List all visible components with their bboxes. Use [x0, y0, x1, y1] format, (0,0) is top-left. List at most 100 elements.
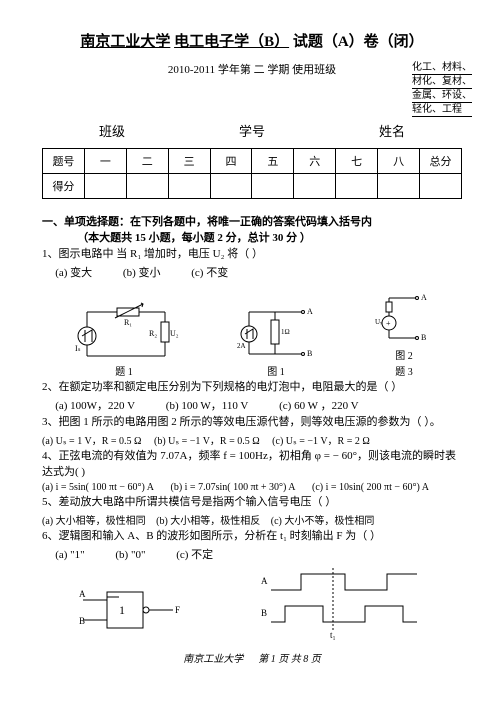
- td: [84, 174, 126, 199]
- th: 七: [336, 149, 378, 174]
- q6-opt-c: (c) 不定: [176, 546, 213, 562]
- q1-options: (a) 变大 (b) 变小 (c) 不变: [55, 264, 462, 280]
- svg-text:B: B: [79, 616, 85, 626]
- section-title: 一、单项选择题：在下列各题中，将唯一正确的答案代码填入括号内: [42, 216, 372, 228]
- td: [252, 174, 294, 199]
- q6-opt-a: (a) "1": [55, 549, 84, 561]
- svg-text:A: A: [307, 307, 313, 316]
- section-subtitle: （本大题共 15 小题，每小题 2 分，总计 30 分 ）: [77, 229, 462, 245]
- q3-opt-c: (c) Uₛ = −1 V，R = 2 Ω: [272, 432, 370, 447]
- page-footer: 南京工业大学 第 1 页 共 8 页: [42, 650, 462, 665]
- svg-text:A: A: [79, 589, 86, 599]
- q3-options: (a) Uₛ = 1 V，R = 0.5 Ω (b) Uₛ = −1 V，R =…: [42, 432, 462, 447]
- svg-text:+: +: [386, 319, 391, 328]
- q1-opt-c: (c) 不变: [191, 264, 228, 280]
- wave-fig: A B t₁: [257, 566, 427, 640]
- q6-options: (a) "1" (b) "0" (c) 不定: [55, 546, 462, 562]
- label-name: 姓名: [379, 121, 405, 140]
- q2-opt-a: (a) 100W，220 V: [55, 397, 135, 413]
- svg-text:Uₛ: Uₛ: [375, 318, 383, 326]
- q4-opt-a: (a) i = 5sin( 100 πt − 60°) A: [42, 482, 154, 493]
- section-heading: 一、单项选择题：在下列各题中，将唯一正确的答案代码填入括号内 （本大题共 15 …: [42, 213, 462, 245]
- svg-text:1: 1: [119, 603, 125, 617]
- svg-text:R₁: R₁: [124, 318, 132, 327]
- q3-text: 3、把图 1 所示的电路用图 2 所示的等效电压源代替，则等效电压源的参数为（ …: [42, 415, 462, 431]
- fig2: 2A 1Ω A B 图 1: [233, 300, 319, 378]
- q1-opt-a: (a) 变大: [55, 264, 92, 280]
- th: 一: [84, 149, 126, 174]
- q2-text: 2、在额定功率和额定电压分别为下列规格的电灯泡中，电阻最大的是（ ）: [42, 380, 462, 396]
- gate-fig: 1 A B F: [77, 580, 187, 640]
- class-item: 材化、复材、: [412, 75, 472, 89]
- fig2-cap: 图 1: [233, 363, 319, 378]
- fig1: Iₛ R₁ R₂ U₂ 题 1: [69, 300, 179, 378]
- class-item: 轻化、工程: [412, 103, 472, 117]
- q2-opt-b: (b) 100 W，110 V: [166, 397, 249, 413]
- td: [378, 174, 420, 199]
- q3-opt-a: (a) Uₛ = 1 V，R = 0.5 Ω: [42, 432, 141, 447]
- fig3: + A B Uₛ 图 2 题 3: [373, 284, 435, 378]
- table-row: 题号 一 二 三 四 五 六 七 八 总分: [43, 149, 462, 174]
- td: [336, 174, 378, 199]
- q1-text: 1、图示电路中 当 R₁ 增加时，电压 U₂ 将（ ）: [42, 247, 462, 263]
- th: 六: [294, 149, 336, 174]
- paper-title: 试题（A）卷（闭）: [293, 34, 424, 50]
- fig1-cap: 题 1: [69, 363, 179, 378]
- footer-left: 南京工业大学: [183, 654, 243, 665]
- svg-text:R₂: R₂: [149, 329, 157, 338]
- q1-opt-b: (b) 变小: [123, 264, 161, 280]
- svg-text:1Ω: 1Ω: [281, 328, 290, 336]
- subtitle-row: 2010-2011 学年第 二 学期 使用班级 化工、材料、 材化、复材、 金属…: [42, 61, 462, 117]
- page-title: 南京工业大学 电工电子学（B） 试题（A）卷（闭）: [42, 30, 462, 51]
- course-name: 电工电子学（B）: [174, 34, 289, 50]
- svg-text:B: B: [307, 349, 312, 358]
- q3-opt-b: (b) Uₛ = −1 V，R = 0.5 Ω: [154, 432, 260, 447]
- svg-text:Iₛ: Iₛ: [75, 344, 81, 353]
- q5-text: 5、差动放大电路中所谓共模信号是指两个输入信号电压（ ）: [42, 495, 462, 511]
- class-item: 金属、环设、: [412, 89, 472, 103]
- q5-opt-b: (b) 大小相等，极性相反: [156, 512, 260, 527]
- svg-text:t₁: t₁: [330, 630, 336, 640]
- td: [126, 174, 168, 199]
- svg-text:F: F: [175, 605, 180, 615]
- id-row: 班级 学号 姓名: [42, 121, 462, 140]
- page: 南京工业大学 电工电子学（B） 试题（A）卷（闭） 2010-2011 学年第 …: [0, 0, 504, 683]
- q5-opt-a: (a) 大小相等，极性相同: [42, 512, 146, 527]
- q4-opt-b: (b) i = 7.07sin( 100 πt + 30°) A: [170, 482, 295, 493]
- svg-text:2A: 2A: [237, 342, 246, 350]
- td: [168, 174, 210, 199]
- th: 二: [126, 149, 168, 174]
- td: [210, 174, 252, 199]
- label-id: 学号: [239, 121, 265, 140]
- th: 八: [378, 149, 420, 174]
- td-label: 得分: [43, 174, 85, 199]
- table-row: 得分: [43, 174, 462, 199]
- td: [420, 174, 462, 199]
- q2-options: (a) 100W，220 V (b) 100 W，110 V (c) 60 W …: [55, 397, 462, 413]
- class-list: 化工、材料、 材化、复材、 金属、环设、 轻化、工程: [412, 61, 472, 117]
- q5-options: (a) 大小相等，极性相同 (b) 大小相等，极性相反 (c) 大小不等，极性相…: [42, 512, 462, 527]
- figure-row-2: 1 A B F A B t₁: [42, 566, 462, 640]
- svg-text:A: A: [261, 576, 268, 586]
- svg-text:U₂: U₂: [170, 329, 179, 338]
- th: 三: [168, 149, 210, 174]
- q4-opt-c: (c) i = 10sin( 200 πt − 60°) A: [312, 482, 429, 493]
- label-class: 班级: [99, 121, 125, 140]
- q5-opt-c: (c) 大小不等，极性相同: [271, 512, 375, 527]
- svg-text:B: B: [421, 333, 426, 342]
- th: 总分: [420, 149, 462, 174]
- svg-text:B: B: [261, 608, 267, 618]
- score-table: 题号 一 二 三 四 五 六 七 八 总分 得分: [42, 148, 462, 199]
- svg-text:A: A: [421, 293, 427, 302]
- class-item: 化工、材料、: [412, 61, 472, 75]
- th: 四: [210, 149, 252, 174]
- th: 题号: [43, 149, 85, 174]
- q4-options: (a) i = 5sin( 100 πt − 60°) A (b) i = 7.…: [42, 482, 462, 493]
- q6-opt-b: (b) "0": [115, 549, 145, 561]
- fig3-cap: 图 2: [373, 347, 435, 362]
- th: 五: [252, 149, 294, 174]
- footer-right: 第 1 页 共 8 页: [258, 654, 321, 665]
- fig4-cap: 题 3: [373, 363, 435, 378]
- q4-text: 4、正弦电流的有效值为 7.07A，频率 f = 100Hz，初相角 φ = −…: [42, 449, 462, 481]
- q6-text: 6、逻辑图和输入 A、B 的波形如图所示，分析在 t₁ 时刻输出 F 为（ ）: [42, 529, 462, 545]
